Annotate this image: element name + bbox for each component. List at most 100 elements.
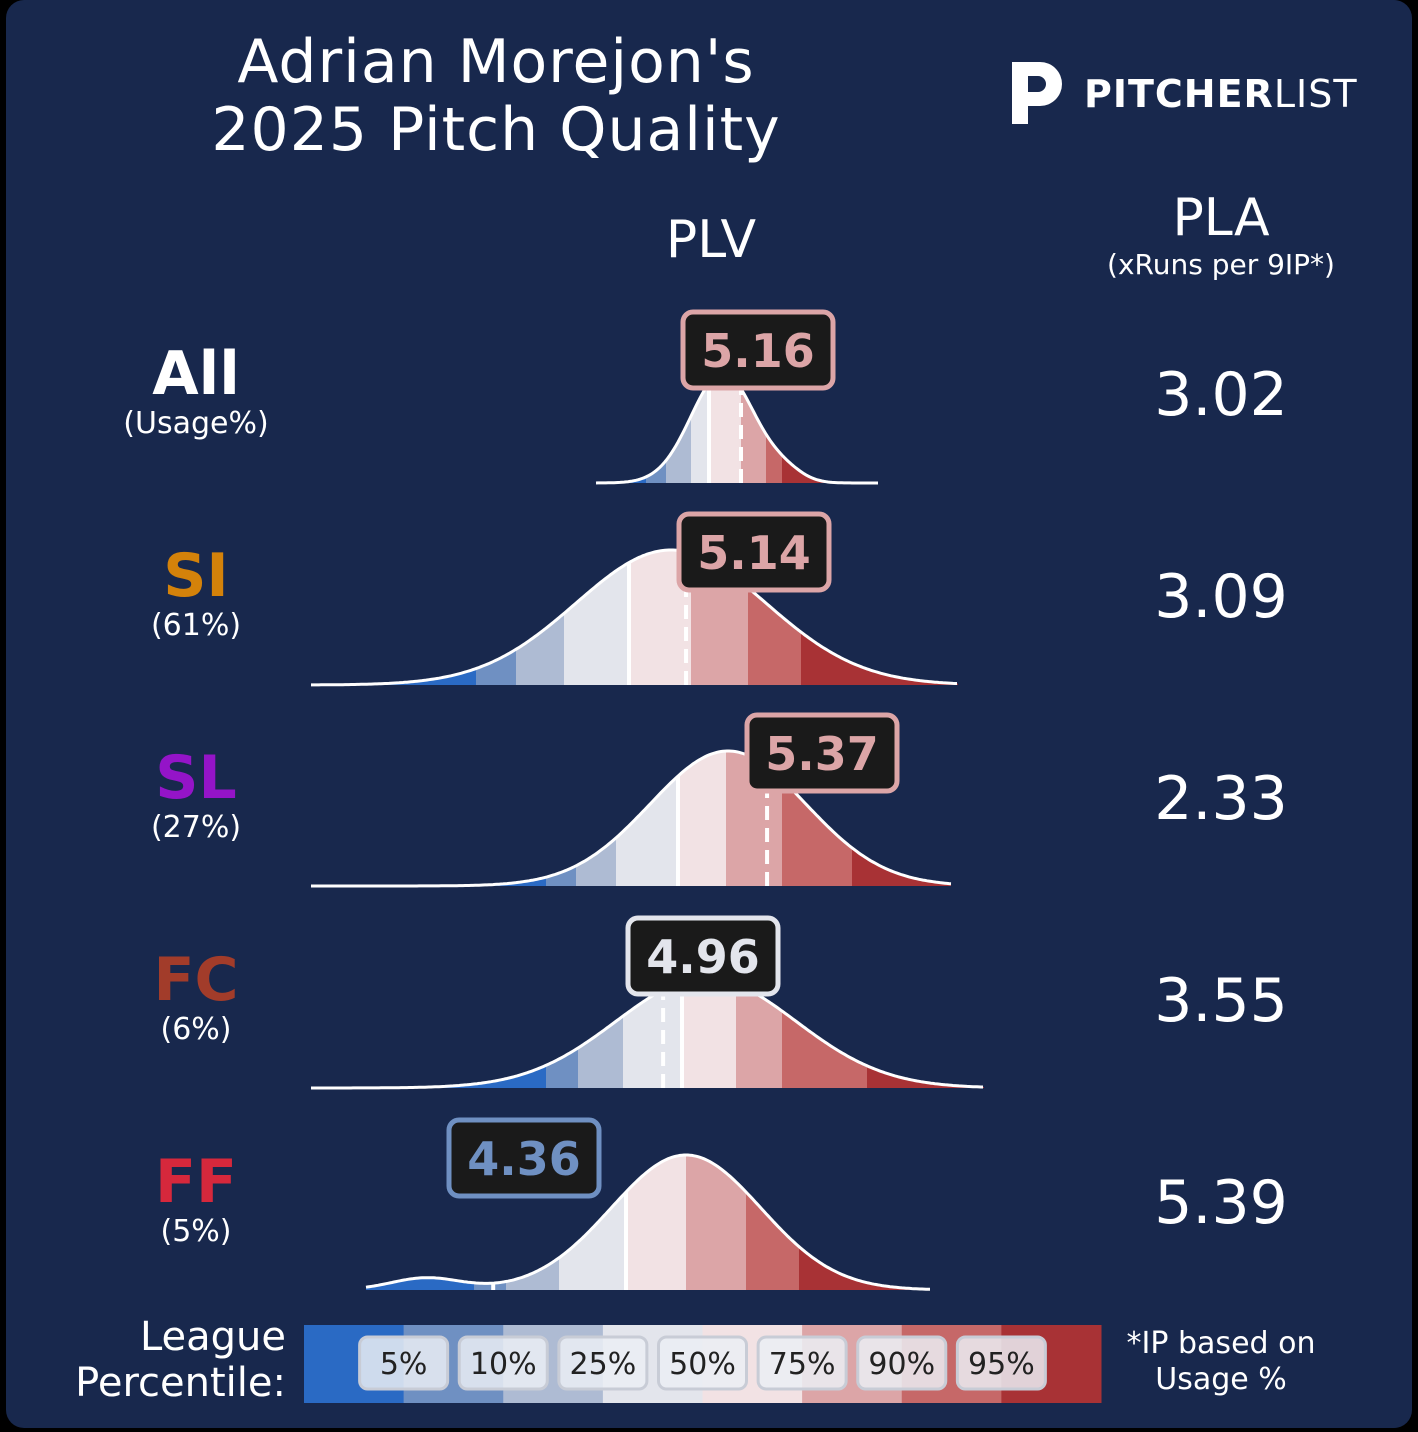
density-row-si: 5.14	[311, 511, 958, 687]
percentile-band	[709, 373, 741, 483]
legend-tick-box	[657, 1335, 748, 1391]
pla-value-sl: 2.33	[1154, 764, 1288, 834]
percentile-band	[746, 1192, 799, 1290]
row-label-ff: FF (5%)	[66, 1150, 326, 1250]
legend-label-line-1: League	[139, 1314, 286, 1360]
pitcherlist-p-icon	[1012, 62, 1062, 124]
density-outline	[311, 749, 952, 888]
density-outline	[311, 976, 983, 1090]
pla-value-fc: 3.55	[1154, 966, 1288, 1036]
legend-tick-box	[557, 1335, 649, 1391]
legend-tick-box	[955, 1335, 1047, 1391]
legend-tick-label: 10%	[470, 1347, 537, 1382]
percentile-band	[686, 1155, 746, 1290]
footnote-line-1: *IP based on	[1126, 1326, 1316, 1361]
plv-value: 5.37	[765, 727, 879, 781]
percentile-band	[799, 1246, 930, 1290]
percentile-band	[476, 649, 516, 685]
percentile-band	[516, 613, 564, 685]
density-row-all: 5.16	[595, 309, 878, 485]
footnote: *IP based on Usage %	[1106, 1326, 1336, 1398]
legend-tick-box	[358, 1335, 450, 1391]
percentile-band	[616, 776, 678, 886]
percentile-band	[678, 751, 726, 886]
percentile-band	[782, 1011, 867, 1088]
percentile-band	[626, 1155, 686, 1290]
legend-tick-label: 90%	[868, 1347, 935, 1382]
pitcherlist-logo: PITCHERLIST	[1006, 58, 1357, 128]
logo-wordmark: PITCHERLIST	[1084, 72, 1358, 116]
plv-label-box	[744, 712, 900, 794]
density-row-fc: 4.96	[311, 915, 984, 1090]
legend-tick-label: 5%	[380, 1347, 428, 1382]
logo-light: LIST	[1273, 72, 1358, 116]
density-plots: 5.16 5.14 5.37 4.96 4.36 5% 10% 25% 50% 75% 90% 95%	[304, 309, 1102, 1403]
usage-pct: (27%)	[150, 810, 242, 845]
legend-tick-label: 75%	[769, 1347, 836, 1382]
percentile-band	[366, 1277, 474, 1290]
row-label-all: All (Usage%)	[66, 342, 326, 442]
percentile-band	[782, 779, 852, 886]
row-label-si: SI (61%)	[66, 544, 326, 644]
logo-bold: PITCHER	[1084, 72, 1274, 116]
plv-label-box	[625, 915, 781, 997]
percentile-band	[682, 978, 736, 1088]
percentile-band	[629, 550, 691, 685]
density-outline	[365, 1153, 930, 1291]
density-row-ff: 4.36	[365, 1117, 930, 1291]
plv-label-box	[680, 309, 836, 391]
percentile-band	[311, 668, 476, 685]
usage-pct: (6%)	[160, 1012, 232, 1047]
legend-tick-box	[756, 1335, 848, 1391]
chart-title: Adrian Morejon's 2025 Pitch Quality	[146, 28, 846, 164]
pla-value-all: 3.02	[1154, 360, 1288, 430]
percentile-band	[666, 416, 691, 483]
title-line-2: 2025 Pitch Quality	[211, 95, 781, 165]
plv-value: 4.36	[467, 1132, 581, 1186]
legend-label: League Percentile:	[46, 1314, 286, 1406]
legend-tick-label: 25%	[570, 1347, 637, 1382]
percentile-band	[623, 981, 682, 1088]
percentile-band	[748, 587, 801, 685]
percentile-band	[559, 1192, 626, 1290]
legend-bar: 5% 10% 25% 50% 75% 90% 95%	[304, 1325, 1102, 1403]
percentile-band	[801, 632, 958, 685]
usage-pct: (Usage%)	[123, 406, 269, 441]
percentile-band	[741, 388, 766, 483]
footnote-line-2: Usage %	[1155, 1362, 1287, 1397]
title-line-1: Adrian Morejon's	[237, 27, 755, 97]
pitch-name: SI	[163, 541, 229, 611]
density-row-sl: 5.37	[311, 712, 952, 888]
percentile-band	[852, 847, 951, 886]
row-label-fc: FC (6%)	[66, 948, 326, 1048]
percentile-band	[546, 1048, 578, 1088]
legend-tick-label: 95%	[968, 1347, 1035, 1382]
pitch-name: All	[152, 339, 240, 409]
usage-pct: (5%)	[160, 1214, 232, 1249]
percentile-band	[564, 562, 629, 685]
plv-value: 5.14	[697, 526, 811, 580]
pla-value-ff: 5.39	[1154, 1168, 1288, 1238]
legend-tick-box	[457, 1335, 549, 1391]
percentile-band	[576, 837, 616, 886]
row-label-sl: SL (27%)	[66, 746, 326, 846]
plv-value: 4.96	[646, 930, 760, 984]
legend-label-line-2: Percentile:	[75, 1360, 286, 1406]
plv-label-box	[676, 511, 832, 593]
percentile-band	[867, 1065, 984, 1088]
legend-tick-box	[856, 1335, 948, 1391]
pitch-name: FC	[153, 945, 239, 1015]
plv-label-box	[446, 1117, 602, 1199]
percentile-band	[311, 877, 546, 886]
pitch-name: FF	[155, 1147, 237, 1217]
usage-pct: (61%)	[150, 608, 242, 643]
plv-value: 5.16	[701, 324, 815, 378]
pla-header: PLA	[1172, 188, 1270, 248]
chart-card: Adrian Morejon's 2025 Pitch Quality PITC…	[6, 0, 1412, 1428]
percentile-band	[578, 1016, 623, 1088]
plv-header: PLV	[665, 210, 757, 270]
percentile-band	[736, 983, 782, 1088]
percentile-band	[766, 434, 782, 483]
pla-subheader: (xRuns per 9IP*)	[1107, 248, 1335, 281]
pla-value-si: 3.09	[1154, 562, 1288, 632]
